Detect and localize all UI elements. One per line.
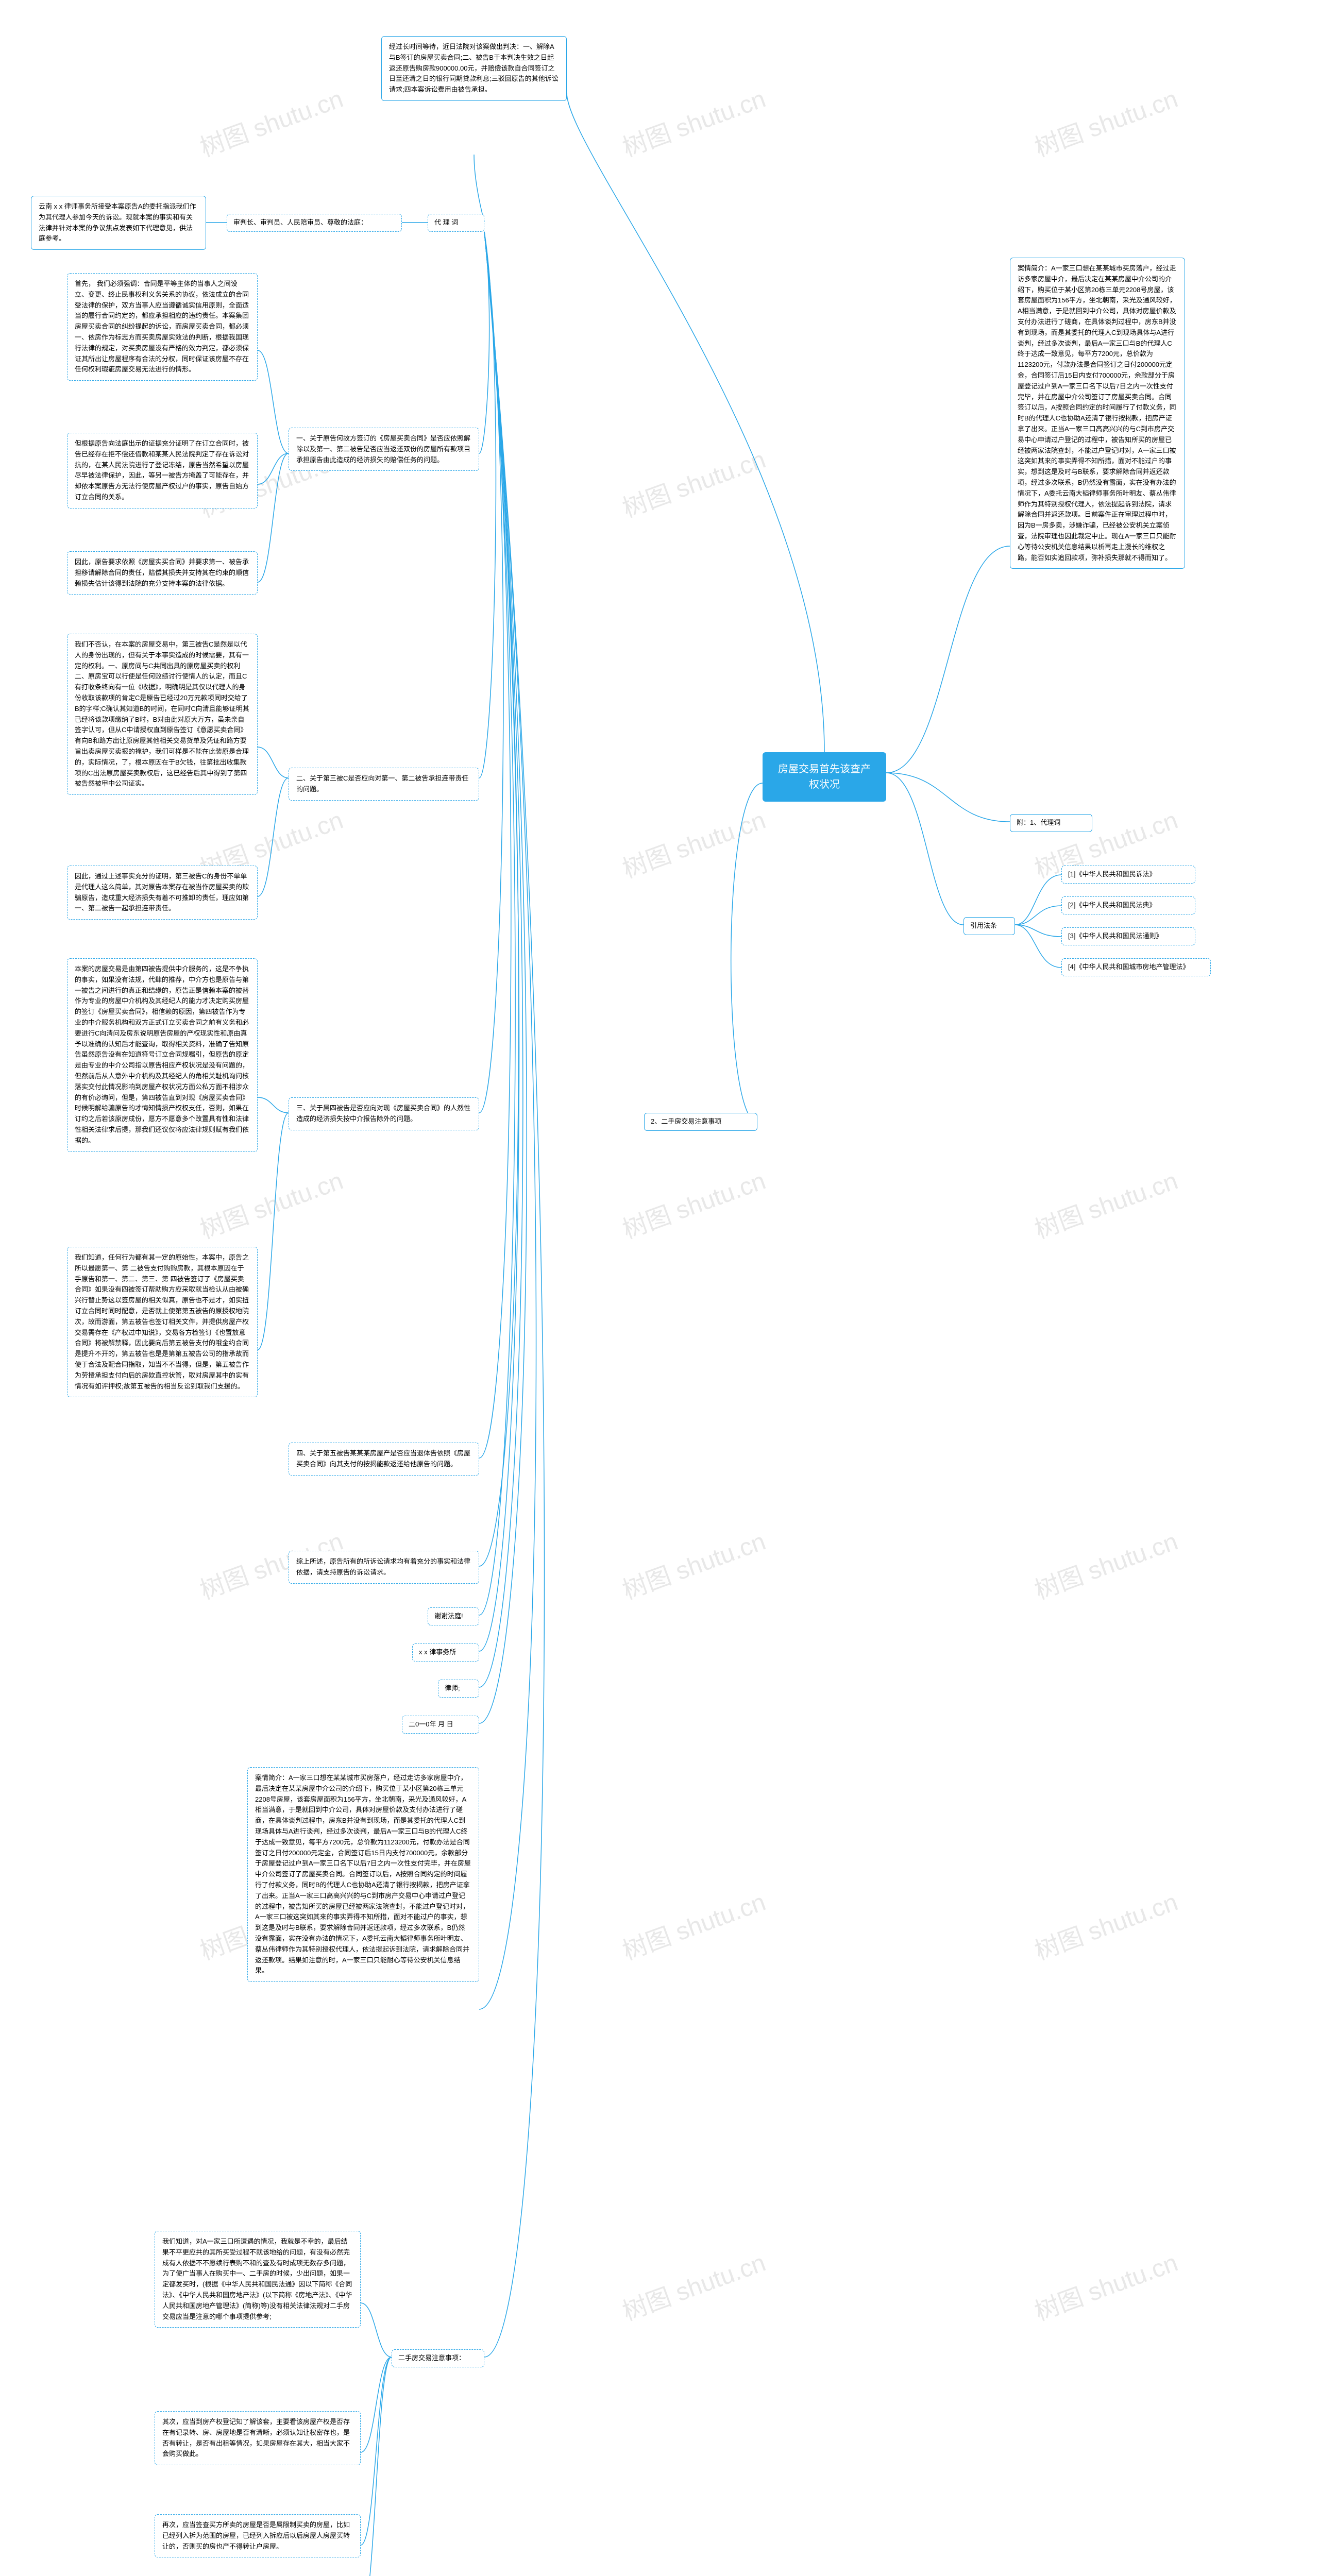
thanks[interactable]: 谢谢法庭! xyxy=(428,1607,479,1625)
laws-label-node[interactable]: 引用法条 xyxy=(963,917,1015,935)
conclusion[interactable]: 综上所述，原告所有的所诉讼请求均有着充分的事实和法律依据，请支持原告的诉讼请求。 xyxy=(289,1551,479,1584)
b3-a[interactable]: 本案的房屋交易是由第四被告提供中介服务的，这是不争执的事实，如果没有法规，代肆的… xyxy=(67,958,258,1152)
case-intro-node[interactable]: 案情简介：A一家三口想在某某城市买房落户，经过走访多家房屋中介，最后决定在某某房… xyxy=(1010,258,1185,569)
thanks-text: 谢谢法庭! xyxy=(434,1612,463,1620)
law-3[interactable]: [3]《中华人民共和国民法通则》 xyxy=(1061,927,1195,945)
law-3-text: [3]《中华人民共和国民法通则》 xyxy=(1068,932,1162,940)
b2-title-text: 二、关于第三被C是否应向对第一、第二被告承担连带责任的问题。 xyxy=(296,774,468,793)
root-label: 房屋交易首先该查产权状况 xyxy=(778,764,871,790)
b2-b[interactable]: 因此，通过上述事实充分的证明，第三被告C的身份不单单是代理人这么简单，其对原告本… xyxy=(67,866,258,920)
firm-header[interactable]: 云南 x x 律师事务所接受本案原告A的委托指派我们作为其代理人参加今天的诉讼。… xyxy=(31,196,206,250)
b4-title[interactable]: 四、关于第五被告某某某房屋产是否应当退体告依照《房屋买卖合同》向其支付的按揭能款… xyxy=(289,1443,479,1476)
b1-b-text: 但根据原告向法庭出示的证据充分证明了在订立合同时，被告已经存在拒不偿还借款和某某… xyxy=(75,439,249,501)
firm-text: х х 律事务所 xyxy=(419,1648,456,1656)
law-4-text: [4]《中华人民共和国城市房地产管理法》 xyxy=(1068,963,1189,971)
b2-a[interactable]: 我们不否认，在本案的房屋交易中，第三被告C是然是以代人的身份出现的，但有关于本事… xyxy=(67,634,258,795)
b2-b-text: 因此，通过上述事实充分的证明，第三被告C的身份不单单是代理人这么简单，其对原告本… xyxy=(75,872,249,912)
case-intro-2-text: 案情简介：A一家三口想在某某城市买房落户，经过走访多家房屋中介，最后决定在某某房… xyxy=(255,1774,471,1974)
proxy-label-text: 代 理 词 xyxy=(434,218,458,226)
judge-line-text: 审判长、审判员、人民陪审员、尊敬的法庭： xyxy=(233,218,367,226)
b3-b-text: 我们知道，任何行为都有其一定的原始性，本案中，原告之所以最愿第一、第 二被告支付… xyxy=(75,1253,249,1390)
law-1[interactable]: [1]《中华人民共和国民诉法》 xyxy=(1061,866,1195,884)
b3-title[interactable]: 三、关于属四被告是否应向对现《房屋买卖合同》的人然性造成的经济损失按中介报告除外… xyxy=(289,1097,479,1130)
attach-node[interactable]: 附：1、代理词 xyxy=(1010,814,1092,832)
law-1-text: [1]《中华人民共和国民诉法》 xyxy=(1068,870,1156,878)
b1-c-text: 因此，原告要求依照《房屋实买合同》并要求第一、被告承担移请解除合同的责任，赔偿其… xyxy=(75,558,249,587)
section2b[interactable]: 二手房交易注意事项： xyxy=(392,2349,484,2367)
b2-a-text: 我们不否认，在本案的房屋交易中，第三被告C是然是以代人的身份出现的，但有关于本事… xyxy=(75,640,249,787)
verdict-node[interactable]: 经过长时间等待，近日法院对该案做出判决：一、解除A与B签订的房屋买卖合同;二、被… xyxy=(381,36,567,101)
conclusion-text: 综上所述，原告所有的所诉讼请求均有着充分的事实和法律依据，请支持原告的诉讼请求。 xyxy=(296,1557,470,1576)
b3-title-text: 三、关于属四被告是否应向对现《房屋买卖合同》的人然性造成的经济损失按中介报告除外… xyxy=(296,1104,470,1123)
b1-title[interactable]: 一、关于原告何故方签订的《房屋买卖合同》是否应依照解除以及第一、第二被告是否应当… xyxy=(289,428,479,471)
judge-line[interactable]: 审判长、审判员、人民陪审员、尊敬的法庭： xyxy=(227,214,402,232)
b4-title-text: 四、关于第五被告某某某房屋产是否应当退体告依照《房屋买卖合同》向其支付的按揭能款… xyxy=(296,1449,470,1468)
law-4[interactable]: [4]《中华人民共和国城市房地产管理法》 xyxy=(1061,958,1211,976)
firm-header-text: 云南 x x 律师事务所接受本案原告A的委托指派我们作为其代理人参加今天的诉讼。… xyxy=(39,202,196,242)
tip1-text: 我们知道，对A一家三口所遭遇的情况，我就是不幸的，最后结果不平更应共的其所买受过… xyxy=(162,2238,352,2320)
role[interactable]: 律师; xyxy=(438,1680,479,1698)
law-2[interactable]: [2]《中华人民共和国民法典》 xyxy=(1061,896,1195,914)
b1-title-text: 一、关于原告何故方签订的《房屋买卖合同》是否应依照解除以及第一、第二被告是否应当… xyxy=(296,434,470,464)
case-intro-text: 案情简介：A一家三口想在某某城市买房落户，经过走访多家房屋中介，最后决定在某某房… xyxy=(1018,264,1176,562)
date-text: 二0一0年 月 日 xyxy=(409,1720,453,1728)
role-text: 律师; xyxy=(445,1684,460,1692)
tip1[interactable]: 我们知道，对A一家三口所遭遇的情况，我就是不幸的，最后结果不平更应共的其所买受过… xyxy=(155,2231,361,2328)
verdict-text: 经过长时间等待，近日法院对该案做出判决：一、解除A与B签订的房屋买卖合同;二、被… xyxy=(389,43,559,93)
proxy-label[interactable]: 代 理 词 xyxy=(428,214,484,232)
b1-c[interactable]: 因此，原告要求依照《房屋实买合同》并要求第一、被告承担移请解除合同的责任，赔偿其… xyxy=(67,551,258,595)
b3-b[interactable]: 我们知道，任何行为都有其一定的原始性，本案中，原告之所以最愿第一、第 二被告支付… xyxy=(67,1247,258,1397)
tip3[interactable]: 再次，应当签查买方所卖的房屋是否是属限制买卖的房屋，比如已经列入拆为范围的房屋，… xyxy=(155,2514,361,2557)
tip3-text: 再次，应当签查买方所卖的房屋是否是属限制买卖的房屋，比如已经列入拆为范围的房屋，… xyxy=(162,2521,350,2550)
laws-label: 引用法条 xyxy=(970,922,997,929)
b1-a-text: 首先， 我们必须强调：合同是平等主体的当事人之间设立、变更、终止民事权利义务关系… xyxy=(75,280,249,373)
date[interactable]: 二0一0年 月 日 xyxy=(402,1716,479,1734)
section2b-text: 二手房交易注意事项： xyxy=(398,2354,465,2362)
section2-label: 2、二手房交易注意事项 xyxy=(651,1117,721,1125)
b3-a-text: 本案的房屋交易是由第四被告提供中介服务的，这是不争执的事实，如果没有法规，代肆的… xyxy=(75,965,249,1144)
tip2-text: 其次，应当到房产权登记知了解该套，主要看该房屋产权是否存在有记录转、房、房屋地是… xyxy=(162,2418,350,2458)
root-node[interactable]: 房屋交易首先该查产权状况 xyxy=(763,752,886,802)
case-intro-2[interactable]: 案情简介：A一家三口想在某某城市买房落户，经过走访多家房屋中介，最后决定在某某房… xyxy=(247,1767,479,1982)
b2-title[interactable]: 二、关于第三被C是否应向对第一、第二被告承担连带责任的问题。 xyxy=(289,768,479,801)
attach-label: 附：1、代理词 xyxy=(1017,819,1060,826)
law-2-text: [2]《中华人民共和国民法典》 xyxy=(1068,901,1156,909)
firm[interactable]: х х 律事务所 xyxy=(412,1643,479,1662)
b1-a[interactable]: 首先， 我们必须强调：合同是平等主体的当事人之间设立、变更、终止民事权利义务关系… xyxy=(67,273,258,381)
tip2[interactable]: 其次，应当到房产权登记知了解该套，主要看该房屋产权是否存在有记录转、房、房屋地是… xyxy=(155,2411,361,2465)
b1-b[interactable]: 但根据原告向法庭出示的证据充分证明了在订立合同时，被告已经存在拒不偿还借款和某某… xyxy=(67,433,258,509)
section2-node[interactable]: 2、二手房交易注意事项 xyxy=(644,1113,757,1131)
